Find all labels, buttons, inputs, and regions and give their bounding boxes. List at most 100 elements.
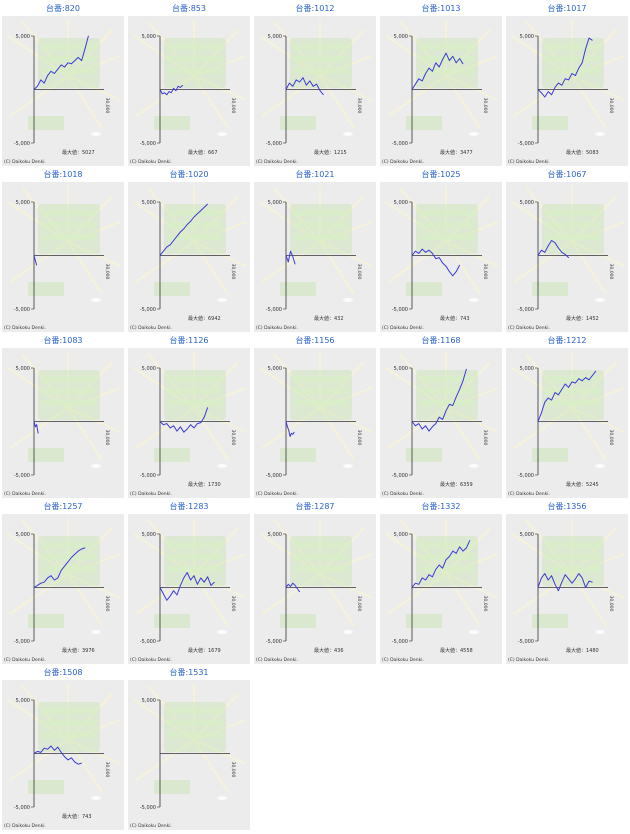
ray-line <box>319 75 355 129</box>
chart-title: 台番:1257 <box>43 502 83 511</box>
y-tick-label-top: 5,000 <box>520 34 534 40</box>
machine-artwork-band <box>42 68 96 74</box>
line-chart: 5,000 -5,000 30,000 最大値：3976 (C) Daikoku Den… <box>2 514 124 664</box>
data-point <box>302 77 304 79</box>
data-point <box>418 253 420 254</box>
data-point <box>581 577 583 579</box>
data-point <box>50 70 52 72</box>
x-tick-label-end: 30,000 <box>104 98 110 114</box>
data-point <box>33 753 35 754</box>
ray-line <box>445 573 481 627</box>
machine-artwork-band <box>42 388 96 394</box>
data-point <box>421 80 423 82</box>
data-point <box>564 254 566 255</box>
y-tick-label-bottom: -5,000 <box>140 141 156 147</box>
data-point <box>33 421 35 422</box>
machine-artwork-base <box>406 282 442 296</box>
data-point <box>71 557 72 558</box>
chart-panel: 台番:1083 5,000 -5,000 30,000 (C) Daikoku Denk… <box>2 334 124 498</box>
data-point <box>459 264 460 266</box>
data-point <box>35 260 36 262</box>
data-point <box>293 431 295 433</box>
data-point <box>285 587 287 588</box>
y-tick-label-bottom: -5,000 <box>140 805 156 811</box>
y-tick-label-bottom: -5,000 <box>140 473 156 479</box>
data-point <box>47 748 48 750</box>
data-point <box>466 368 467 370</box>
chart-title: 台番:1067 <box>547 170 587 179</box>
chart-panel: 台番:1168 5,000 -5,000 30,000 最大値：6359 (C) Daik… <box>380 334 502 498</box>
line-chart: 5,000 -5,000 30,000 最大値：6942 (C) Daikoku Den… <box>128 182 250 332</box>
machine-artwork-band <box>294 234 348 240</box>
machine-artwork-band <box>168 56 222 62</box>
y-tick-label-bottom: -5,000 <box>14 639 30 645</box>
data-point <box>462 550 464 552</box>
ray-line <box>571 573 607 627</box>
ray-line <box>193 407 229 461</box>
data-point <box>537 255 539 256</box>
machine-artwork-dot <box>595 132 605 136</box>
ray-line <box>135 75 195 117</box>
machine-artwork-band <box>42 376 96 382</box>
data-point <box>163 250 164 252</box>
chart-background <box>2 348 124 498</box>
machine-artwork-band <box>168 222 222 228</box>
copyright-text: (C) Daikoku Denki. <box>508 325 550 331</box>
chart-background <box>2 182 124 332</box>
chart-panel: 台番:1012 5,000 -5,000 30,000 最大値：1215 (C) Daik… <box>254 2 376 166</box>
data-point <box>558 247 559 249</box>
line-chart: 5,000 -5,000 30,000 最大値：1679 (C) Daikoku Den… <box>128 514 250 664</box>
machine-artwork-band <box>420 222 474 228</box>
data-point <box>547 91 549 92</box>
ray-line <box>445 407 499 433</box>
data-point <box>445 52 447 54</box>
data-point <box>462 380 464 382</box>
ray-line <box>193 573 247 599</box>
machine-artwork-band <box>42 56 96 62</box>
machine-artwork <box>542 536 604 586</box>
machine-artwork-dot <box>91 630 101 634</box>
data-point <box>186 224 188 225</box>
chart-panel: 台番:1257 5,000 -5,000 30,000 最大値：3976 (C) Daik… <box>2 500 124 664</box>
data-point <box>551 240 552 241</box>
copyright-text: (C) Daikoku Denki. <box>130 657 172 663</box>
machine-artwork <box>164 370 226 420</box>
copyright-text: (C) Daikoku Denki. <box>130 823 172 829</box>
data-point <box>561 581 563 583</box>
x-tick-label-end: 30,000 <box>104 596 110 612</box>
data-point <box>551 575 552 577</box>
machine-artwork-dot <box>343 298 353 302</box>
data-point <box>74 60 76 61</box>
y-tick-label-top: 5,000 <box>142 34 156 40</box>
data-point <box>193 216 195 218</box>
machine-artwork-band <box>546 400 600 406</box>
chart-panel: 台番:853 5,000 -5,000 30,000 最大値：667 (C) Daikok… <box>128 2 250 166</box>
copyright-text: (C) Daikoku Denki. <box>382 325 424 331</box>
data-point <box>415 250 416 252</box>
data-point <box>88 35 89 37</box>
copyright-text: (C) Daikoku Denki. <box>256 325 298 331</box>
y-tick-label-top: 5,000 <box>16 200 30 206</box>
data-point <box>203 207 205 208</box>
data-point <box>432 576 433 578</box>
data-point <box>186 428 188 430</box>
chart-background <box>2 16 124 166</box>
data-point <box>37 751 38 752</box>
data-point <box>595 370 597 372</box>
data-point <box>287 426 288 428</box>
data-point <box>203 416 205 418</box>
chart-title: 台番:1332 <box>421 502 461 511</box>
data-point <box>571 381 573 383</box>
chart-background <box>380 182 502 332</box>
line-chart: 5,000 -5,000 30,000 最大値：1452 (C) Daikoku Den… <box>506 182 628 332</box>
data-point <box>306 84 307 86</box>
data-point <box>544 573 546 574</box>
max-value-label: 最大値：1679 <box>188 647 221 654</box>
data-point <box>183 431 185 433</box>
data-point <box>568 79 569 81</box>
data-point <box>547 579 549 581</box>
max-value-label: 最大値：432 <box>314 315 344 322</box>
chart-background <box>506 514 628 664</box>
ray-line <box>193 573 229 627</box>
x-tick-label-end: 30,000 <box>608 430 614 446</box>
